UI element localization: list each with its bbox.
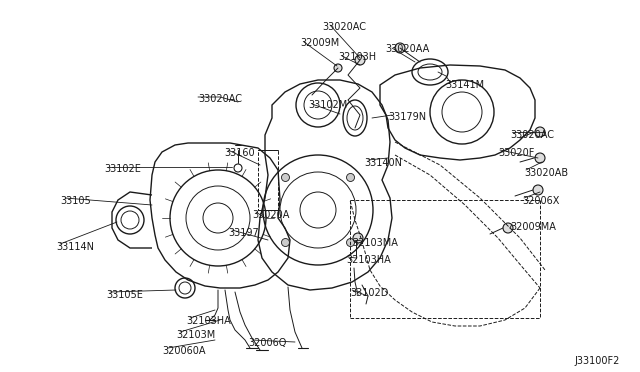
Circle shape xyxy=(503,223,513,233)
Text: 32103HA: 32103HA xyxy=(346,255,391,265)
Text: 33105: 33105 xyxy=(60,196,91,206)
Text: 32103HA: 32103HA xyxy=(186,316,231,326)
Text: 33020A: 33020A xyxy=(252,210,289,220)
Circle shape xyxy=(535,127,545,137)
Circle shape xyxy=(282,238,289,247)
Bar xyxy=(258,150,278,210)
Circle shape xyxy=(346,238,355,247)
Circle shape xyxy=(535,153,545,163)
Text: J33100F2: J33100F2 xyxy=(574,356,620,366)
Text: 33140N: 33140N xyxy=(364,158,402,168)
Text: 33105E: 33105E xyxy=(106,290,143,300)
Text: 33020AB: 33020AB xyxy=(524,168,568,178)
Text: 33114N: 33114N xyxy=(56,242,94,252)
Text: 32103M: 32103M xyxy=(176,330,215,340)
Text: 32103MA: 32103MA xyxy=(352,238,398,248)
Text: 33197: 33197 xyxy=(228,228,259,238)
Text: 33102D: 33102D xyxy=(350,288,388,298)
Circle shape xyxy=(282,173,289,182)
Text: 32009M: 32009M xyxy=(300,38,339,48)
Text: 33020AA: 33020AA xyxy=(385,44,429,54)
Text: 33141M: 33141M xyxy=(445,80,484,90)
Text: 33020AC: 33020AC xyxy=(510,130,554,140)
Text: 33020AC: 33020AC xyxy=(198,94,242,104)
Text: 32006Q: 32006Q xyxy=(248,338,286,348)
Circle shape xyxy=(355,55,365,65)
Text: 33102E: 33102E xyxy=(104,164,141,174)
Text: 33020AC: 33020AC xyxy=(322,22,366,32)
Text: 32009MA: 32009MA xyxy=(510,222,556,232)
Text: 33102M: 33102M xyxy=(308,100,348,110)
Circle shape xyxy=(353,233,363,243)
Circle shape xyxy=(346,173,355,182)
Circle shape xyxy=(334,64,342,72)
Text: 33020F: 33020F xyxy=(498,148,534,158)
Text: 33160: 33160 xyxy=(224,148,255,158)
Text: 32103H: 32103H xyxy=(338,52,376,62)
Text: 33179N: 33179N xyxy=(388,112,426,122)
Text: 32006X: 32006X xyxy=(522,196,559,206)
Circle shape xyxy=(395,43,405,53)
Text: 320060A: 320060A xyxy=(162,346,205,356)
Circle shape xyxy=(533,185,543,195)
